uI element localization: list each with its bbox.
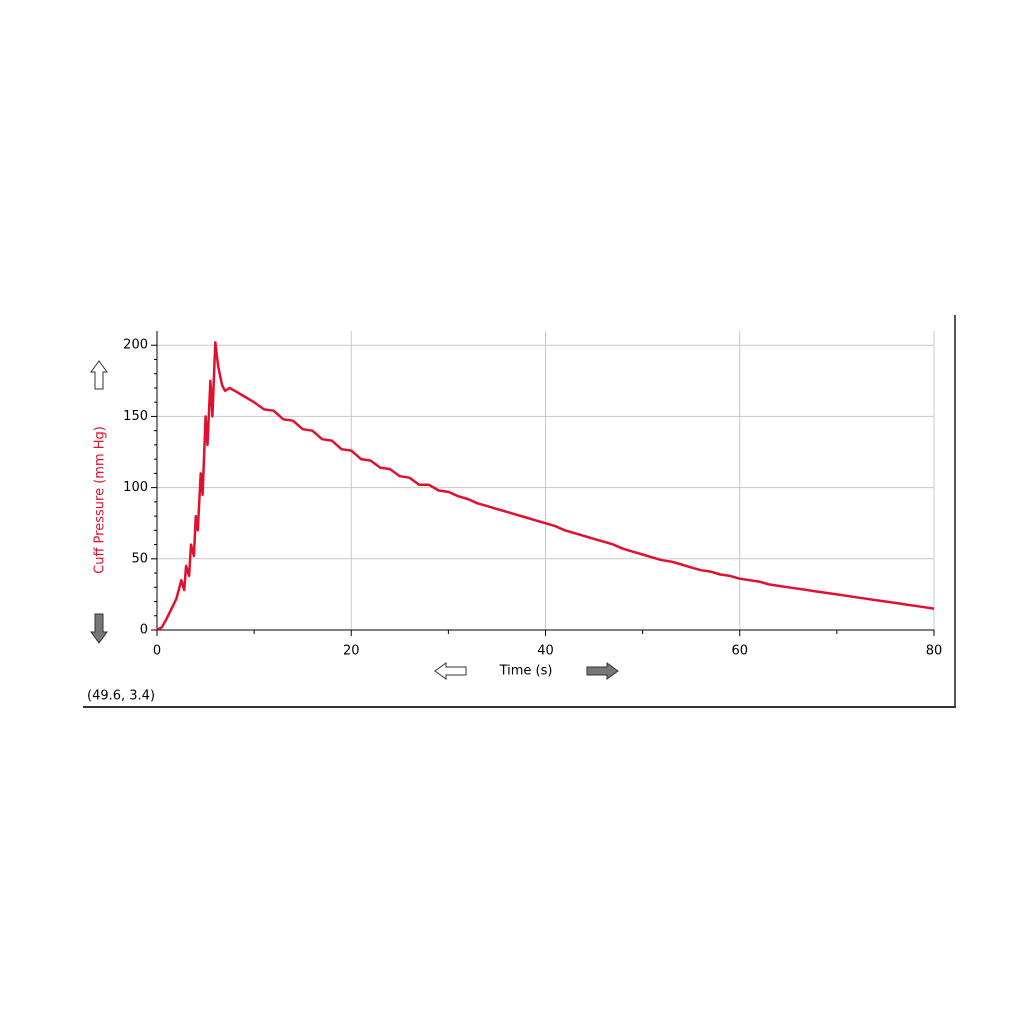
y-tick-label: 150 xyxy=(123,409,148,424)
cursor-readout: (49.6, 3.4) xyxy=(87,689,155,704)
scroll-down-arrow[interactable] xyxy=(90,613,108,644)
x-tick-label: 60 xyxy=(731,644,748,659)
scroll-right-arrow[interactable] xyxy=(586,662,619,680)
y-tick-label: 200 xyxy=(123,338,148,353)
x-tick-label: 20 xyxy=(343,644,360,659)
scroll-up-arrow[interactable] xyxy=(90,360,108,390)
x-tick-label: 40 xyxy=(537,644,554,659)
y-axis-label: Cuff Pressure (mm Hg) xyxy=(93,426,108,574)
data-line xyxy=(156,341,935,632)
x-tick-label: 80 xyxy=(926,644,943,659)
x-axis-label: Time (s) xyxy=(499,664,553,679)
y-tick-label: 100 xyxy=(123,480,148,495)
y-tick-label: 0 xyxy=(140,623,148,638)
scroll-left-arrow[interactable] xyxy=(434,662,467,680)
x-tick-label: 0 xyxy=(153,644,161,659)
y-tick-label: 50 xyxy=(131,551,148,566)
